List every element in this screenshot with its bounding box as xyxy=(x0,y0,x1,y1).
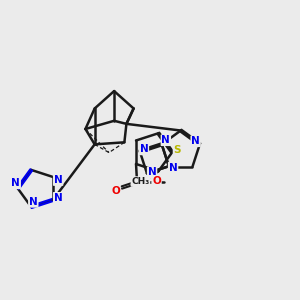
Text: N: N xyxy=(54,193,62,203)
Text: N: N xyxy=(191,136,200,146)
Text: N: N xyxy=(148,167,157,177)
Text: N: N xyxy=(140,144,148,154)
Text: O: O xyxy=(152,176,161,186)
Text: N: N xyxy=(169,163,178,173)
Text: O: O xyxy=(111,186,120,196)
Text: N: N xyxy=(161,135,170,145)
Text: N: N xyxy=(54,175,62,185)
Text: CH₃: CH₃ xyxy=(131,177,150,186)
Text: N: N xyxy=(29,197,38,207)
Text: N: N xyxy=(11,178,20,188)
Text: S: S xyxy=(174,145,181,155)
